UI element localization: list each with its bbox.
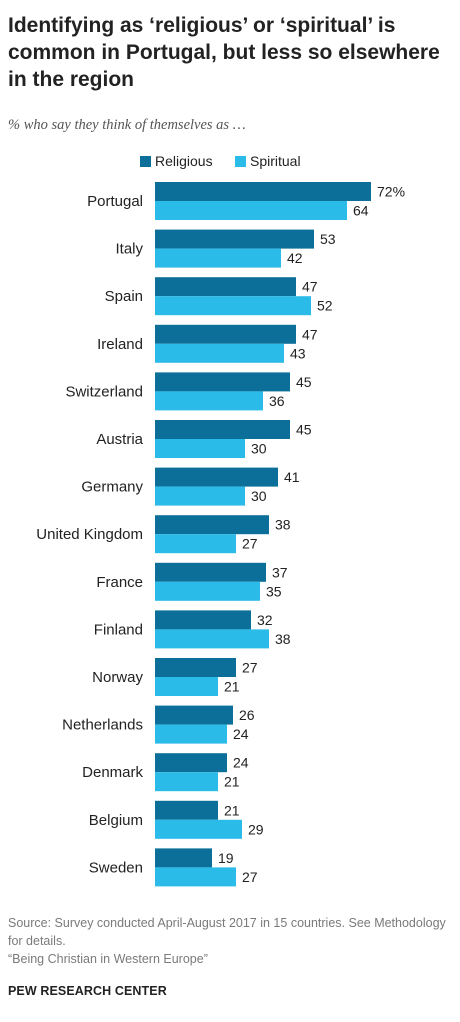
bar-religious-france: [155, 562, 266, 582]
value-label-spiritual-italy: 42: [287, 250, 303, 266]
value-label-religious-italy: 53: [320, 231, 336, 247]
category-label-united-kingdom: United Kingdom: [36, 526, 143, 543]
category-label-sweden: Sweden: [89, 859, 143, 876]
report-name: “Being Christian in Western Europe”: [8, 952, 208, 966]
value-label-religious-belgium: 21: [224, 802, 240, 818]
bar-spiritual-belgium: [155, 819, 242, 839]
footer: Source: Survey conducted April-August 20…: [8, 914, 448, 968]
value-label-religious-ireland: 47: [302, 326, 318, 342]
value-label-religious-france: 37: [272, 564, 288, 580]
value-label-spiritual-sweden: 27: [242, 869, 258, 885]
bar-religious-austria: [155, 420, 290, 439]
value-label-spiritual-france: 35: [266, 583, 282, 599]
category-label-belgium: Belgium: [89, 812, 143, 829]
bar-religious-italy: [155, 229, 314, 249]
value-label-spiritual-ireland: 43: [290, 345, 306, 361]
bar-religious-belgium: [155, 800, 218, 820]
bar-spiritual-netherlands: [155, 724, 227, 744]
bar-spiritual-norway: [155, 677, 218, 696]
bar-religious-norway: [155, 658, 236, 677]
category-label-finland: Finland: [94, 621, 143, 638]
bar-spiritual-switzerland: [155, 391, 263, 411]
bar-religious-united-kingdom: [155, 515, 269, 535]
category-label-portugal: Portugal: [87, 193, 143, 210]
category-label-netherlands: Netherlands: [62, 717, 143, 734]
value-label-religious-norway: 27: [242, 660, 258, 676]
category-label-spain: Spain: [105, 288, 143, 305]
bar-religious-switzerland: [155, 372, 290, 392]
bar-spiritual-finland: [155, 629, 269, 649]
bar-spiritual-france: [155, 581, 260, 601]
bar-spiritual-ireland: [155, 343, 284, 363]
bar-spiritual-italy: [155, 248, 281, 268]
category-label-germany: Germany: [81, 479, 143, 496]
value-label-spiritual-portugal: 64: [353, 203, 369, 219]
bar-spiritual-germany: [155, 486, 245, 506]
value-label-religious-spain: 47: [302, 279, 318, 295]
legend-swatch-spiritual: [235, 156, 246, 167]
value-label-spiritual-denmark: 21: [224, 774, 240, 790]
bar-spiritual-united-kingdom: [155, 534, 236, 554]
category-label-switzerland: Switzerland: [65, 383, 143, 400]
bar-religious-germany: [155, 467, 278, 487]
bar-religious-spain: [155, 277, 296, 297]
value-label-spiritual-belgium: 29: [248, 821, 264, 837]
bar-religious-portugal: [155, 182, 371, 201]
bar-religious-sweden: [155, 848, 212, 868]
legend-item-religious: Religious: [140, 153, 213, 169]
bar-religious-ireland: [155, 324, 296, 344]
category-label-italy: Italy: [115, 241, 143, 258]
category-label-france: France: [96, 574, 143, 591]
chart-subtitle: % who say they think of themselves as …: [8, 117, 246, 133]
value-label-religious-denmark: 24: [233, 755, 249, 771]
value-label-spiritual-germany: 30: [251, 488, 267, 504]
value-label-religious-finland: 32: [257, 612, 273, 628]
bar-religious-finland: [155, 610, 251, 630]
bar-spiritual-spain: [155, 296, 311, 316]
bar-spiritual-sweden: [155, 867, 236, 887]
category-label-austria: Austria: [96, 431, 143, 448]
category-label-ireland: Ireland: [97, 336, 143, 353]
value-label-religious-germany: 41: [284, 469, 300, 485]
value-label-spiritual-united-kingdom: 27: [242, 536, 258, 552]
legend-label-religious: Religious: [155, 153, 213, 169]
value-label-spiritual-norway: 21: [224, 679, 240, 695]
value-label-religious-portugal: 72%: [377, 184, 405, 200]
bar-religious-netherlands: [155, 705, 233, 725]
legend-label-spiritual: Spiritual: [250, 153, 301, 169]
value-label-spiritual-switzerland: 36: [269, 393, 285, 409]
category-label-norway: Norway: [92, 669, 143, 686]
brand-logo-text: PEW RESEARCH CENTER: [8, 984, 167, 998]
category-label-denmark: Denmark: [82, 764, 143, 781]
value-label-spiritual-finland: 38: [275, 631, 291, 647]
value-label-spiritual-spain: 52: [317, 298, 333, 314]
source-note: Source: Survey conducted April-August 20…: [8, 916, 446, 948]
value-label-religious-united-kingdom: 38: [275, 517, 291, 533]
value-label-spiritual-netherlands: 24: [233, 726, 249, 742]
chart-title: Identifying as ‘religious’ or ‘spiritual…: [8, 14, 440, 91]
bar-spiritual-austria: [155, 439, 245, 458]
value-label-religious-switzerland: 45: [296, 374, 312, 390]
value-label-spiritual-austria: 30: [251, 441, 267, 457]
bar-spiritual-denmark: [155, 772, 218, 792]
bar-spiritual-portugal: [155, 201, 347, 220]
value-label-religious-austria: 45: [296, 422, 312, 438]
bar-religious-denmark: [155, 753, 227, 773]
legend-item-spiritual: Spiritual: [235, 153, 301, 169]
value-label-religious-netherlands: 26: [239, 707, 255, 723]
legend-swatch-religious: [140, 156, 151, 167]
value-label-religious-sweden: 19: [218, 850, 234, 866]
